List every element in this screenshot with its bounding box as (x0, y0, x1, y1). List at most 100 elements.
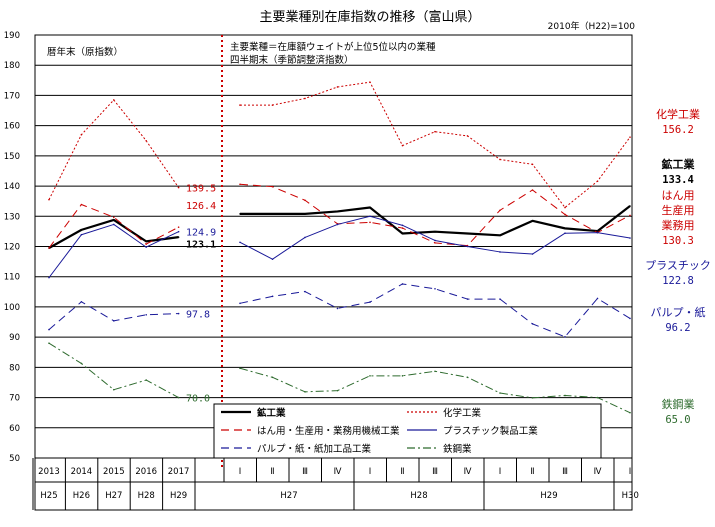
data-point (564, 213, 566, 216)
series-line-annual-4 (48, 301, 179, 330)
data-point (80, 362, 83, 365)
series-lines (48, 81, 631, 414)
data-point (434, 239, 436, 242)
data-point (304, 97, 306, 100)
y-tick-label: 170 (4, 91, 20, 101)
data-point (336, 86, 339, 88)
data-point (629, 411, 631, 414)
data-point (271, 376, 274, 379)
data-point (177, 186, 180, 189)
y-tick-label: 50 (9, 454, 20, 464)
data-point (564, 336, 566, 338)
data-point (48, 342, 50, 344)
series-line-quarterly-1 (240, 81, 631, 209)
data-point (564, 394, 566, 397)
x-tick-era: H29 (170, 491, 187, 501)
data-point (499, 251, 501, 253)
plot-frame (34, 34, 633, 511)
quarterly-section-note-1: 主要業種＝在庫額ウェイトが上位5位以内の業種 (230, 41, 436, 53)
legend-label: 鉱工業 (257, 407, 286, 419)
x-tick-quarter: Ⅲ (302, 467, 308, 477)
x-tick-quarter: Ⅰ (499, 467, 502, 477)
x-era-label: H29 (540, 491, 557, 501)
data-point (271, 185, 274, 188)
data-point (336, 307, 339, 310)
data-point (145, 313, 147, 316)
legend-box (213, 403, 602, 459)
x-tick-year: 2017 (168, 467, 190, 477)
y-tick-label: 180 (4, 61, 20, 71)
data-point (369, 206, 371, 209)
data-point (271, 295, 274, 298)
data-point (113, 388, 115, 391)
right-series-value: 130.3 (662, 235, 694, 247)
data-point (466, 245, 469, 248)
data-point (239, 104, 241, 106)
data-point (434, 370, 436, 373)
data-point (629, 317, 631, 320)
y-tick-label: 150 (4, 152, 20, 162)
data-point (401, 227, 404, 229)
data-point (499, 209, 501, 212)
annual-section-note: 暦年末（原指数） (47, 46, 123, 58)
data-point (564, 206, 566, 209)
right-series-name: はん用 (662, 189, 695, 202)
x-era-label: H30 (622, 491, 639, 501)
x-tick-quarter: Ⅰ (239, 467, 242, 477)
right-series-value: 122.8 (662, 275, 694, 287)
data-point (434, 242, 436, 244)
data-point (113, 223, 115, 226)
data-point (629, 214, 631, 217)
series-line-quarterly-3 (239, 215, 631, 260)
y-tick-label: 70 (9, 394, 20, 404)
data-point (499, 158, 501, 161)
right-series-name: パルプ・紙 (651, 305, 706, 319)
data-point (304, 199, 306, 202)
x-tick-quarter: Ⅰ (369, 467, 372, 477)
x-tick-year: 2015 (103, 467, 125, 477)
data-point (113, 219, 115, 221)
data-point (531, 397, 534, 399)
y-tick-label: 160 (4, 122, 20, 132)
data-point (145, 243, 147, 245)
y-tick-label: 140 (4, 182, 20, 192)
data-point (145, 246, 147, 248)
data-point (304, 391, 306, 393)
data-point (145, 240, 147, 243)
x-tick-quarter: Ⅳ (464, 467, 472, 477)
data-point (629, 205, 631, 207)
data-point (271, 258, 274, 260)
data-point (466, 376, 469, 379)
data-point (239, 213, 241, 215)
data-point (369, 81, 371, 83)
annual-end-label: 97.8 (186, 310, 210, 321)
data-point (304, 236, 306, 239)
right-series-value: 156.2 (662, 124, 694, 136)
data-point (48, 247, 50, 249)
data-point (177, 230, 180, 233)
data-point (304, 213, 306, 215)
data-point (304, 290, 306, 293)
right-series-name: 鉄鋼業 (662, 397, 695, 411)
legend-label: パルプ・紙・紙加工品工業 (257, 443, 372, 455)
data-point (271, 104, 274, 106)
x-tick-year: 2014 (71, 467, 93, 477)
data-point (401, 375, 404, 377)
annual-end-label: 124.9 (186, 228, 216, 239)
data-point (531, 163, 534, 166)
y-tick-label: 130 (4, 212, 20, 222)
data-point (434, 230, 436, 233)
x-era-label: H27 (280, 491, 297, 501)
data-point (499, 298, 501, 300)
data-point (531, 220, 534, 222)
data-point (239, 367, 241, 370)
data-point (596, 230, 599, 232)
gridlines (35, 34, 632, 459)
data-point (531, 253, 534, 255)
data-point (113, 320, 115, 322)
data-point (336, 223, 339, 226)
data-point (499, 234, 501, 237)
data-point (596, 231, 599, 234)
data-point (596, 297, 599, 300)
